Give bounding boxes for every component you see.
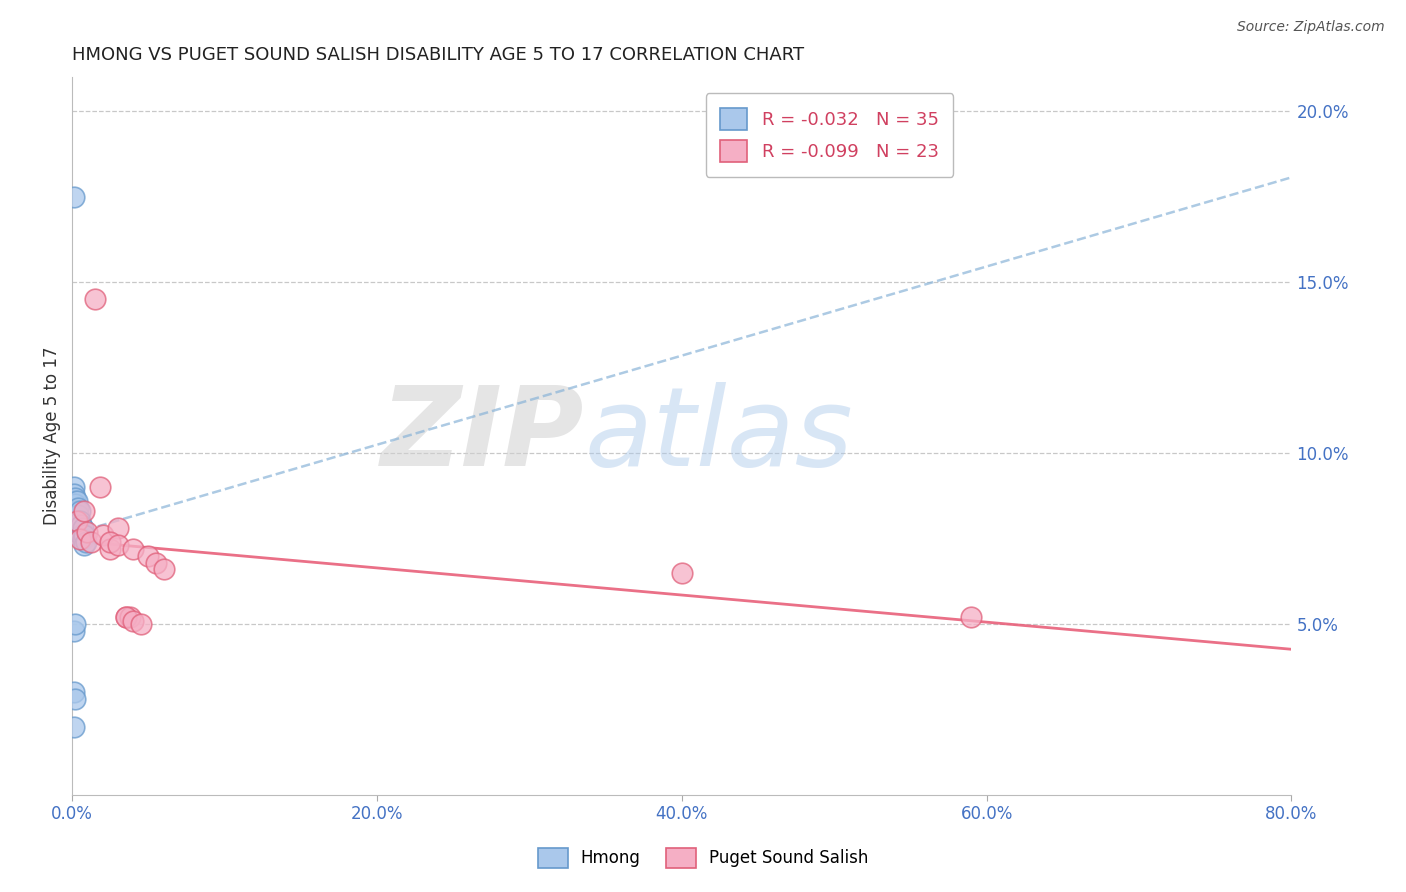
Point bbox=[65, 515, 87, 529]
Point bbox=[84, 292, 107, 306]
Point bbox=[62, 504, 84, 518]
Point bbox=[114, 610, 136, 624]
Point bbox=[129, 617, 152, 632]
Point bbox=[65, 692, 87, 706]
Point bbox=[65, 521, 87, 535]
Point bbox=[73, 538, 96, 552]
Point bbox=[120, 610, 142, 624]
Point bbox=[65, 497, 87, 511]
Point bbox=[114, 610, 136, 624]
Point bbox=[66, 511, 89, 525]
Legend: R = -0.032   N = 35, R = -0.099   N = 23: R = -0.032 N = 35, R = -0.099 N = 23 bbox=[706, 93, 953, 177]
Point bbox=[69, 504, 91, 518]
Point bbox=[62, 720, 84, 734]
Point bbox=[91, 528, 114, 542]
Point bbox=[89, 480, 111, 494]
Point bbox=[98, 541, 121, 556]
Point bbox=[62, 487, 84, 501]
Point bbox=[66, 517, 89, 532]
Point bbox=[145, 556, 167, 570]
Legend: Hmong, Puget Sound Salish: Hmong, Puget Sound Salish bbox=[531, 841, 875, 875]
Point bbox=[67, 517, 90, 532]
Point bbox=[72, 532, 94, 546]
Point bbox=[75, 535, 97, 549]
Point bbox=[69, 515, 91, 529]
Point bbox=[122, 541, 145, 556]
Point bbox=[62, 515, 84, 529]
Point bbox=[107, 538, 129, 552]
Point bbox=[69, 532, 91, 546]
Point bbox=[107, 521, 129, 535]
Point bbox=[65, 617, 87, 632]
Point bbox=[671, 566, 693, 580]
Point bbox=[98, 535, 121, 549]
Text: atlas: atlas bbox=[585, 383, 853, 490]
Point bbox=[62, 480, 84, 494]
Point bbox=[70, 528, 93, 542]
Point bbox=[73, 528, 96, 542]
Point bbox=[72, 521, 94, 535]
Point bbox=[62, 624, 84, 638]
Point bbox=[65, 504, 87, 518]
Point bbox=[67, 524, 90, 539]
Point bbox=[122, 614, 145, 628]
Point bbox=[69, 524, 91, 539]
Point bbox=[66, 494, 89, 508]
Point bbox=[66, 504, 89, 518]
Y-axis label: Disability Age 5 to 17: Disability Age 5 to 17 bbox=[44, 347, 60, 525]
Point bbox=[67, 500, 90, 515]
Point bbox=[70, 517, 93, 532]
Point bbox=[79, 535, 101, 549]
Point bbox=[62, 494, 84, 508]
Point bbox=[960, 610, 983, 624]
Point bbox=[65, 491, 87, 505]
Text: Source: ZipAtlas.com: Source: ZipAtlas.com bbox=[1237, 20, 1385, 34]
Point bbox=[67, 508, 90, 522]
Point bbox=[66, 515, 89, 529]
Point bbox=[66, 528, 89, 542]
Point bbox=[73, 504, 96, 518]
Text: HMONG VS PUGET SOUND SALISH DISABILITY AGE 5 TO 17 CORRELATION CHART: HMONG VS PUGET SOUND SALISH DISABILITY A… bbox=[72, 46, 804, 64]
Point bbox=[62, 685, 84, 699]
Point bbox=[138, 549, 160, 563]
Point bbox=[152, 562, 174, 576]
Point bbox=[76, 524, 98, 539]
Text: ZIP: ZIP bbox=[381, 383, 585, 490]
Point bbox=[62, 189, 84, 203]
